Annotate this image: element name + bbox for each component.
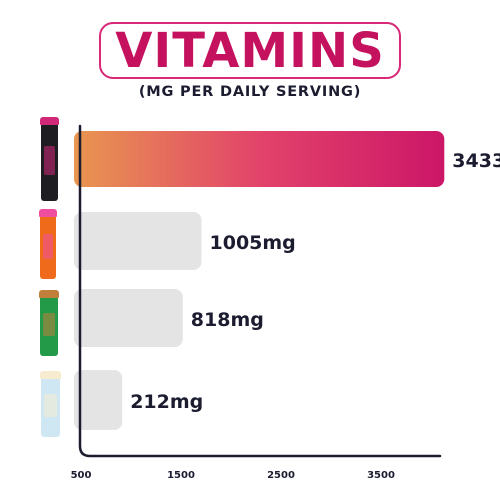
bar-1 [74, 131, 445, 187]
title-box: VITAMINS [99, 22, 401, 79]
vitamin-tube-lightblue-icon [40, 371, 61, 437]
tube-label-icon [44, 394, 57, 417]
x-tick-label-3: 2500 [267, 470, 295, 481]
bar-3 [74, 289, 183, 347]
tube-label-icon [44, 146, 55, 175]
tube-cap-icon [40, 371, 61, 379]
vitamins-tube-black-icon [40, 117, 59, 201]
bar-2 [74, 212, 202, 270]
x-tick-label-4: 3500 [367, 470, 395, 481]
bar-value-label-4: 212mg [130, 391, 203, 413]
chart-title: VITAMINS [115, 22, 385, 79]
tube-label-icon [43, 313, 55, 336]
vitamin-c-tube-orange-icon [39, 209, 57, 279]
x-tick-label-2: 1500 [167, 470, 195, 481]
bar-value-label-3: 818mg [191, 309, 264, 331]
chart-subtitle: (MG PER DAILY SERVING) [138, 84, 362, 100]
chart-axis [78, 124, 442, 458]
tube-cap-icon [40, 117, 59, 125]
x-tick-label-1: 500 [71, 470, 92, 481]
bar-value-label-2: 1005mg [210, 232, 296, 254]
bar-4 [74, 370, 123, 430]
vitamin-tube-green-icon [39, 290, 59, 356]
tube-cap-icon [39, 290, 59, 298]
tube-label-icon [43, 234, 53, 259]
tube-cap-icon [39, 209, 57, 217]
bar-value-label-1: 3433mg [452, 150, 500, 172]
